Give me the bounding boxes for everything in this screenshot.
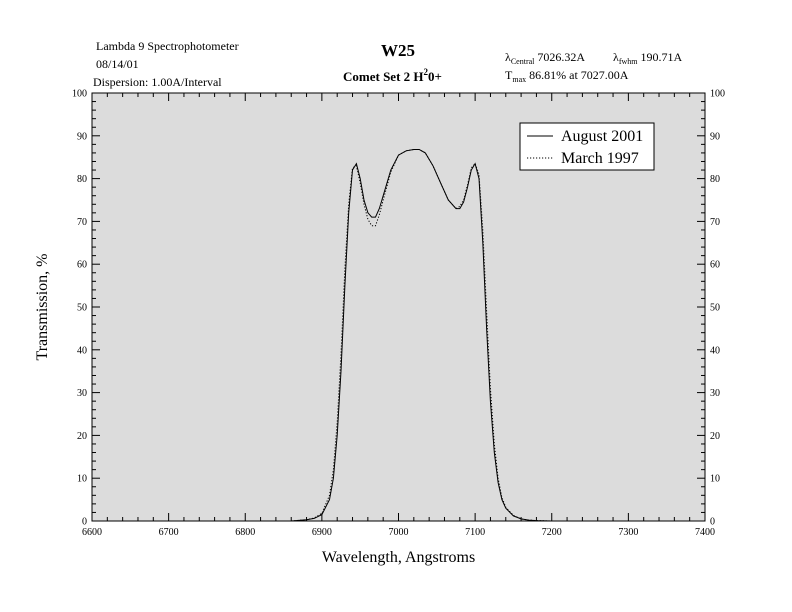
y-tick-label-right: 90 <box>710 131 720 142</box>
date-label: 08/14/01 <box>96 57 139 71</box>
central-value: 7026.32A <box>537 50 586 64</box>
tmax-readout: Tmax 86.81% at 7027.00A <box>505 68 628 84</box>
y-tick-label-right: 100 <box>710 89 725 100</box>
legend: August 2001 March 1997 <box>519 122 655 171</box>
y-tick-label-right: 80 <box>710 174 720 185</box>
series-layer <box>291 149 552 522</box>
plot-frame <box>91 92 706 522</box>
y-tick-label-right: 0 <box>710 517 715 528</box>
x-tick-label: 7100 <box>465 527 485 538</box>
y-tick-label: 60 <box>77 260 87 271</box>
fwhm-sub: fwhm <box>618 57 638 66</box>
y-tick-label: 20 <box>77 431 87 442</box>
y-tick-label: 70 <box>77 217 87 228</box>
y-tick-label-right: 50 <box>710 303 720 314</box>
x-tick-label: 6800 <box>235 527 255 538</box>
y-tick-label: 90 <box>77 131 87 142</box>
legend-label-2: March 1997 <box>561 150 639 167</box>
y-tick-label: 0 <box>82 517 87 528</box>
y-tick-label: 30 <box>77 388 87 399</box>
y-tick-label: 40 <box>77 345 87 356</box>
subtitle-sup: 2 <box>423 67 429 77</box>
x-tick-label: 6700 <box>159 527 179 538</box>
y-tick-label-right: 40 <box>710 345 720 356</box>
fwhm-value: 190.71A <box>640 50 683 64</box>
y-tick-label: 100 <box>72 89 87 100</box>
instrument-label: Lambda 9 Spectrophotometer <box>96 39 239 53</box>
chart-subtitle: Comet Set 2 H20+ <box>343 67 442 85</box>
tmax-symbol: T <box>505 68 513 82</box>
y-tick-label-right: 70 <box>710 217 720 228</box>
lambda-symbol: λ <box>505 50 511 64</box>
series-line-2 <box>291 149 552 522</box>
central-wavelength: λCentral 7026.32A <box>505 50 585 66</box>
legend-label-1: August 2001 <box>561 128 643 145</box>
x-tick-label: 7400 <box>695 527 715 538</box>
y-tick-label-right: 60 <box>710 260 720 271</box>
y-tick-label-right: 10 <box>710 474 720 485</box>
subtitle-main: Comet Set 2 H <box>343 69 424 84</box>
x-tick-label: 7200 <box>542 527 562 538</box>
legend-box <box>519 122 655 171</box>
x-tick-label: 7000 <box>389 527 409 538</box>
x-axis-label: Wavelength, Angstroms <box>322 549 475 566</box>
subtitle-end: 0+ <box>428 69 442 84</box>
y-tick-label-right: 20 <box>710 431 720 442</box>
fwhm-width: λfwhm 190.71A <box>613 50 682 66</box>
chart-title: W25 <box>381 41 415 60</box>
y-axis-label: Transmission, % <box>34 254 51 361</box>
tmax-sub: max <box>512 75 527 84</box>
y-tick-label: 50 <box>77 303 87 314</box>
x-tick-label: 6900 <box>312 527 332 538</box>
x-tick-label: 7300 <box>618 527 638 538</box>
y-tick-label: 80 <box>77 174 87 185</box>
central-sub: Central <box>510 57 535 66</box>
lambda-symbol-2: λ <box>613 50 619 64</box>
tmax-value: 86.81% at 7027.00A <box>529 68 629 82</box>
x-tick-label: 6600 <box>82 527 102 538</box>
dispersion-label: Dispersion: 1.00A/Interval <box>93 75 222 89</box>
y-tick-label: 10 <box>77 474 87 485</box>
y-tick-label-right: 30 <box>710 388 720 399</box>
